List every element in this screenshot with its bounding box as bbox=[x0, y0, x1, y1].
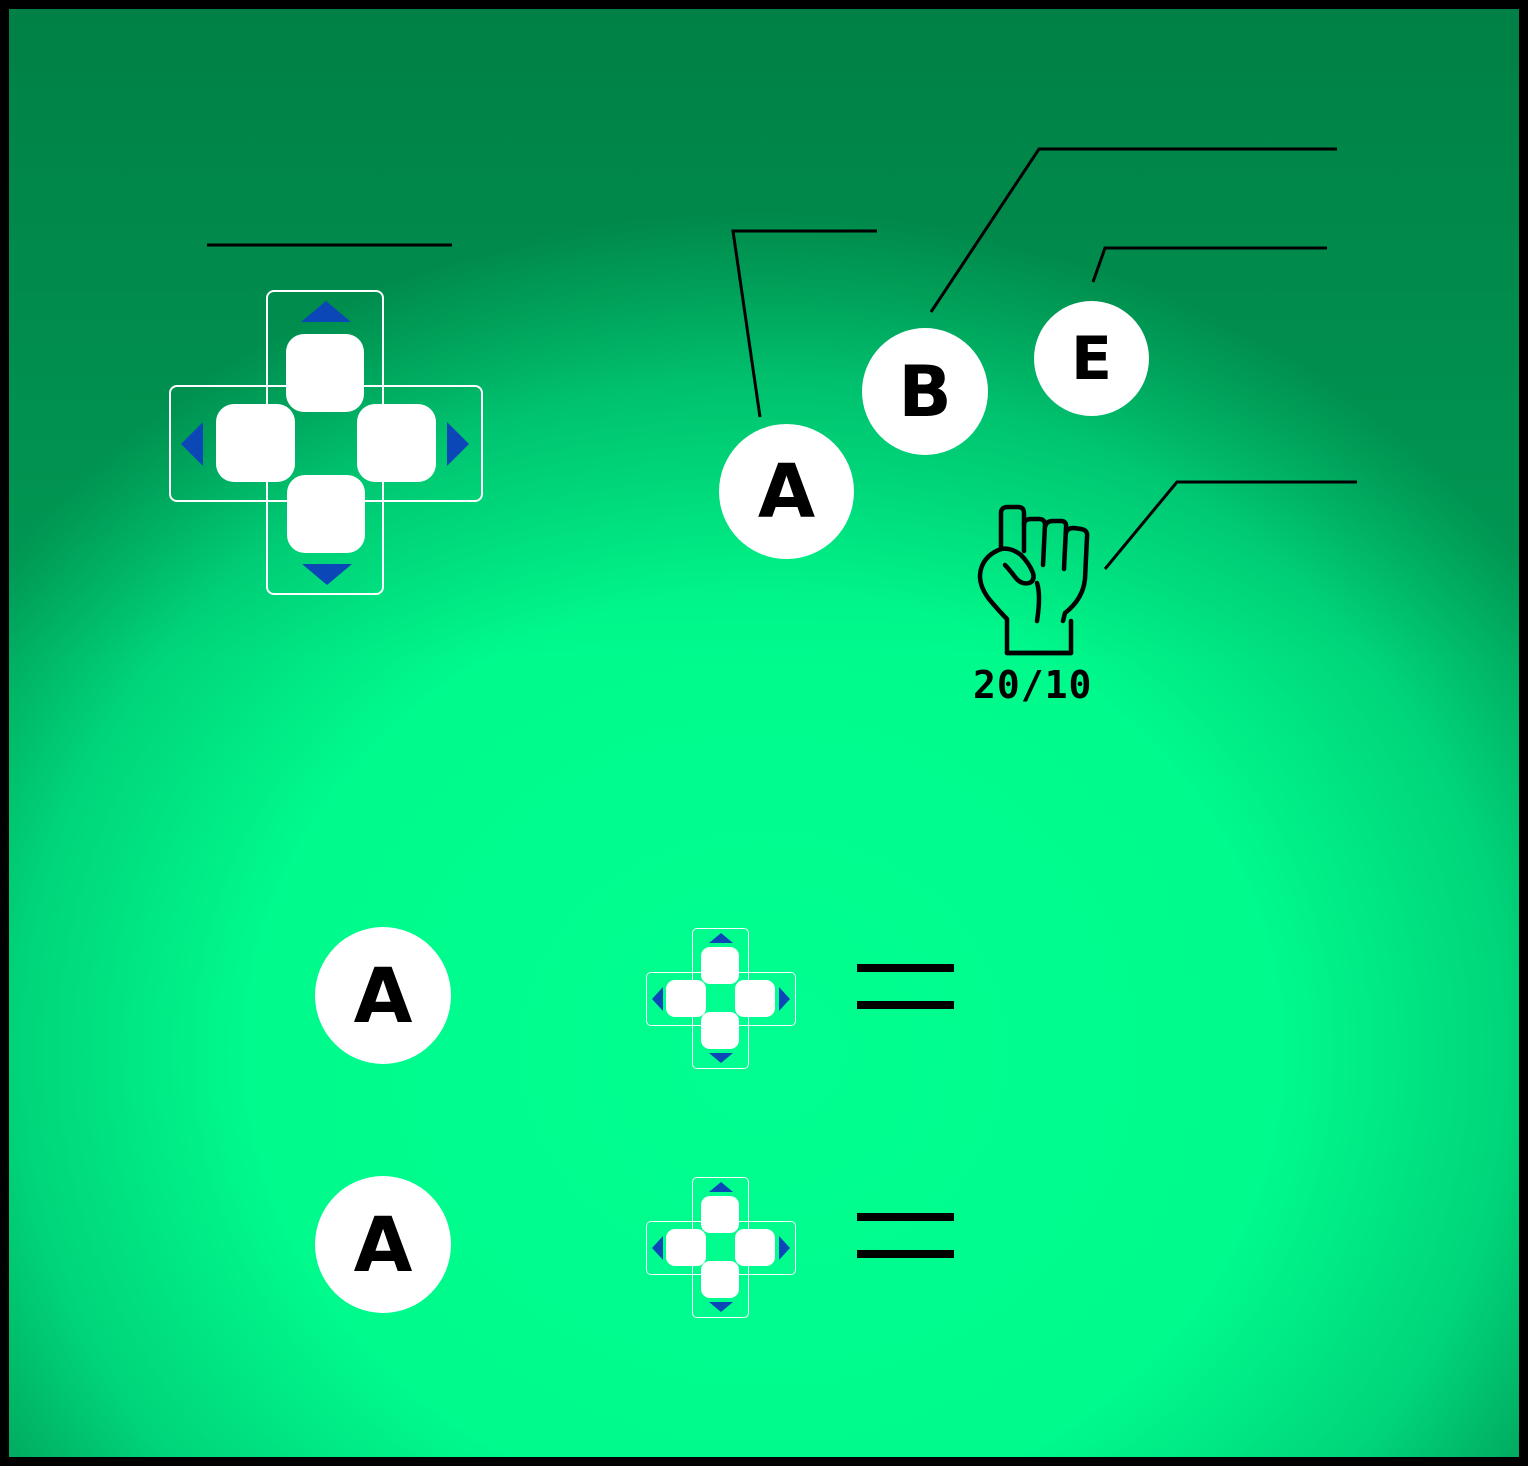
dpad-icon-down bbox=[701, 1012, 739, 1049]
fist-icon bbox=[977, 504, 1090, 656]
dpad-icon-up bbox=[701, 1196, 739, 1233]
up-arrow-icon bbox=[709, 933, 733, 943]
e-callout-line bbox=[1091, 246, 1327, 283]
dpad-down-button[interactable] bbox=[287, 475, 365, 553]
up-arrow-icon bbox=[709, 1182, 733, 1192]
a-button-label: A bbox=[757, 448, 816, 535]
b-callout-line bbox=[929, 147, 1337, 313]
up-arrow-icon bbox=[301, 301, 351, 322]
b-button-label: B bbox=[898, 350, 952, 433]
down-arrow-icon bbox=[302, 564, 352, 585]
fist-callout-line bbox=[1103, 480, 1357, 570]
legend-a-button-1: A bbox=[315, 927, 451, 1064]
dpad-icon-right bbox=[735, 1229, 775, 1266]
left-arrow-icon bbox=[652, 1236, 663, 1260]
down-arrow-icon bbox=[709, 1053, 733, 1063]
b-button[interactable]: B bbox=[862, 328, 988, 455]
strength-value: 20/10 bbox=[973, 663, 1093, 707]
a-callout-line bbox=[731, 229, 877, 418]
dpad-right-button[interactable] bbox=[357, 404, 436, 482]
dpad-icon-left bbox=[666, 980, 706, 1017]
dpad-left-button[interactable] bbox=[216, 404, 295, 482]
dpad-icon-left bbox=[666, 1229, 706, 1266]
e-button-label: E bbox=[1071, 323, 1112, 394]
left-arrow-icon bbox=[652, 987, 663, 1011]
dpad-up-button[interactable] bbox=[286, 334, 364, 412]
legend-a-label-1: A bbox=[353, 951, 413, 1040]
legend-a-button-2: A bbox=[315, 1176, 451, 1313]
dpad-icon-down bbox=[701, 1261, 739, 1298]
e-button[interactable]: E bbox=[1034, 301, 1149, 416]
right-arrow-icon bbox=[447, 422, 469, 466]
right-arrow-icon bbox=[779, 987, 790, 1011]
dpad-icon-right bbox=[735, 980, 775, 1017]
legend-a-label-2: A bbox=[353, 1200, 413, 1289]
right-arrow-icon bbox=[779, 1236, 790, 1260]
down-arrow-icon bbox=[709, 1302, 733, 1312]
dpad-icon-up bbox=[701, 947, 739, 984]
a-button[interactable]: A bbox=[719, 424, 854, 559]
left-arrow-icon bbox=[181, 422, 203, 466]
